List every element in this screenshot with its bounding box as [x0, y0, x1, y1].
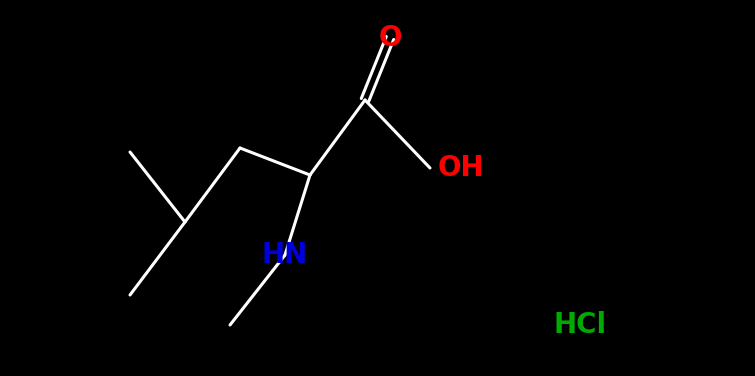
Text: OH: OH: [438, 154, 485, 182]
Text: HN: HN: [262, 241, 308, 269]
Text: HCl: HCl: [553, 311, 606, 339]
Text: O: O: [378, 24, 402, 52]
